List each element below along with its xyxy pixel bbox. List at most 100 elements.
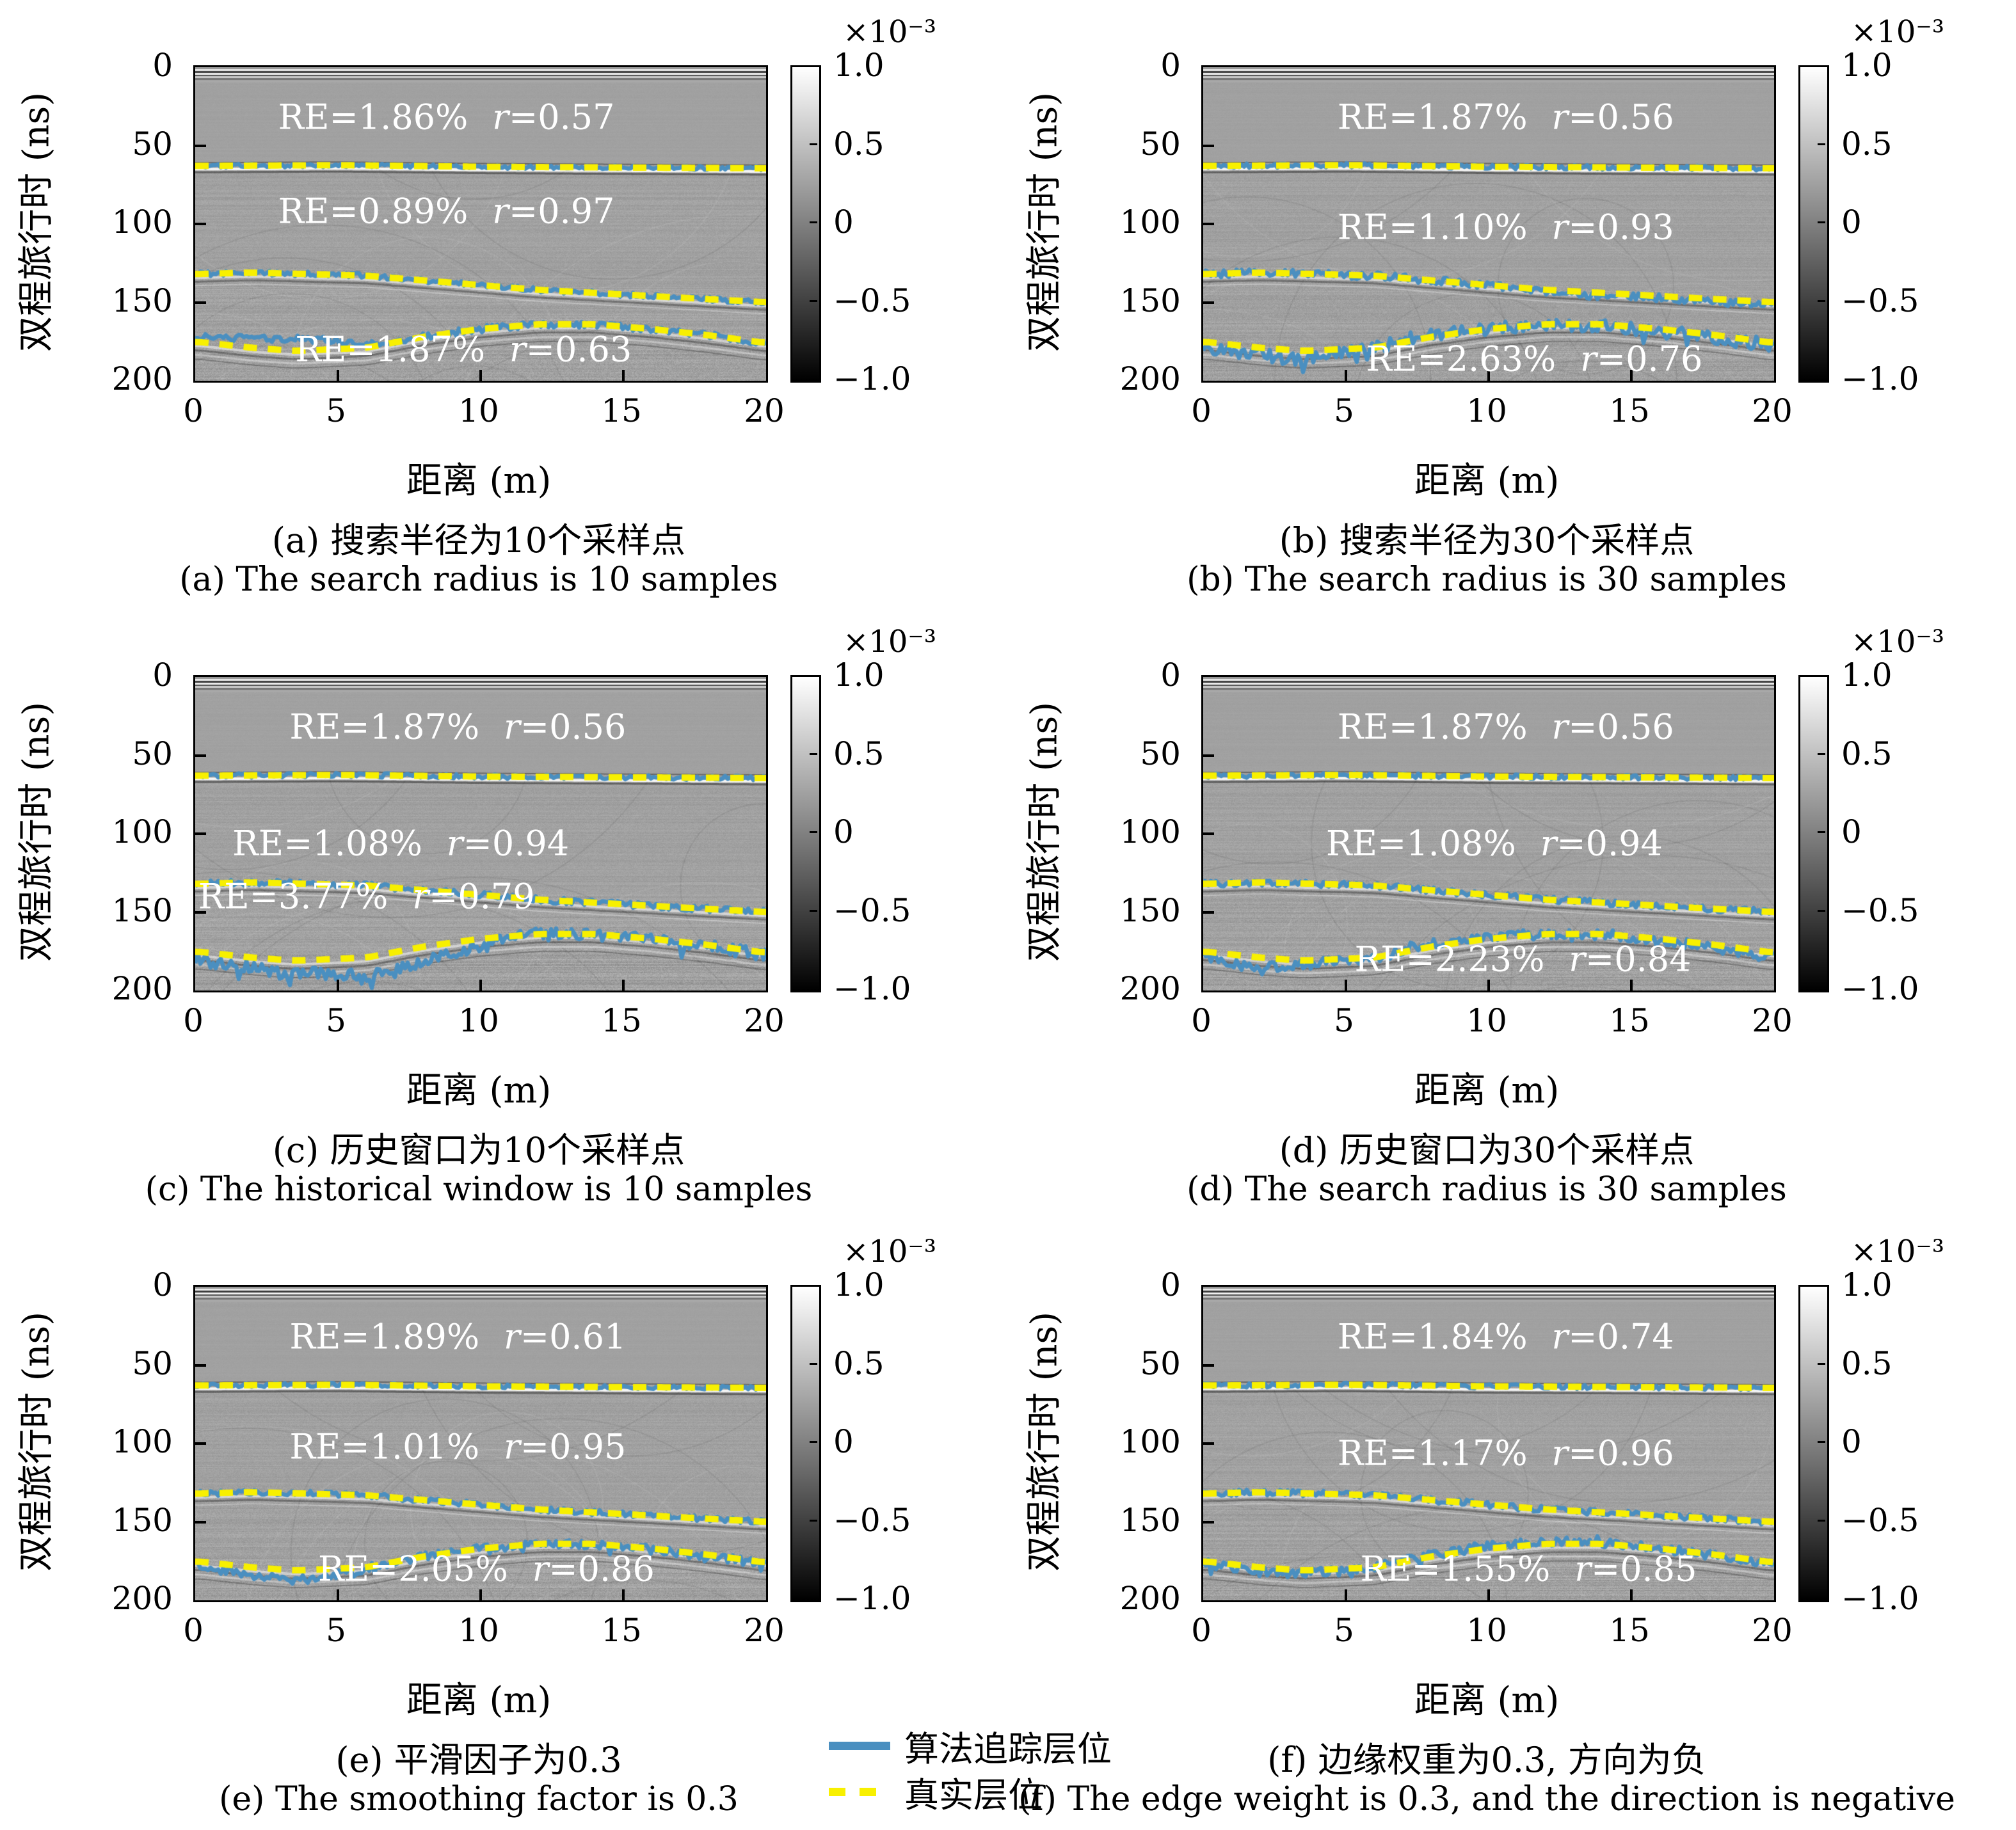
colorbar bbox=[790, 65, 821, 383]
legend-swatch-tracked-line bbox=[829, 1741, 890, 1750]
metric-annotation-h3: RE=2.23% r=0.84 bbox=[1355, 939, 1692, 980]
metric-r-value: =0.79 bbox=[429, 876, 535, 917]
y-tick-label: 0 bbox=[152, 47, 173, 84]
y-tick-mark bbox=[1203, 1364, 1214, 1367]
metric-r-symbol: r bbox=[1540, 823, 1557, 864]
panel-e: 双程旅行时 (ns) 0 50 100 150 200 RE=1.89% r=0.61 RE=1… bbox=[0, 1220, 1008, 1829]
bscan-plot: RE=1.87% r=0.56 RE=1.08% r=0.94 RE=3.77% r=0.… bbox=[193, 675, 768, 992]
x-axis-label: 距离 (m) bbox=[406, 1070, 552, 1111]
metric-r-symbol: r bbox=[1551, 1316, 1569, 1357]
metric-r-symbol: r bbox=[1569, 939, 1586, 980]
x-tick-label: 0 bbox=[183, 392, 204, 429]
y-tick-mark bbox=[1203, 223, 1214, 225]
metric-r-value: =0.56 bbox=[1568, 97, 1674, 138]
metric-r-symbol: r bbox=[492, 191, 509, 232]
y-tick-label: 100 bbox=[1119, 203, 1181, 241]
y-tick-label: 200 bbox=[1119, 970, 1181, 1007]
y-axis-label: 双程旅行时 (ns) bbox=[1023, 92, 1066, 353]
y-tick-label: 50 bbox=[132, 125, 173, 163]
x-tick-label: 15 bbox=[601, 392, 642, 429]
metric-annotation-h1: RE=1.84% r=0.74 bbox=[1338, 1317, 1674, 1357]
y-tick-label: 150 bbox=[111, 282, 173, 319]
x-tick-mark bbox=[1345, 370, 1347, 381]
x-tick-label: 20 bbox=[1752, 392, 1793, 429]
metric-r-value: =0.95 bbox=[520, 1426, 627, 1467]
colorbar-tick-mark bbox=[810, 221, 817, 223]
metric-r-symbol: r bbox=[492, 97, 509, 138]
metric-annotation-h1: RE=1.87% r=0.56 bbox=[1338, 97, 1674, 138]
y-tick-label: 0 bbox=[1160, 47, 1181, 84]
colorbar-title: ×10⁻³ bbox=[1851, 14, 1944, 50]
metric-r-value: =0.57 bbox=[508, 97, 615, 138]
y-tick-mark bbox=[195, 1364, 206, 1367]
metric-r-symbol: r bbox=[1551, 207, 1569, 248]
bscan-plot: RE=1.87% r=0.56 RE=1.08% r=0.94 RE=2.23% r=0.… bbox=[1201, 675, 1776, 992]
colorbar-tick-label: −0.5 bbox=[833, 891, 911, 929]
metric-annotation-h1: RE=1.86% r=0.57 bbox=[278, 97, 614, 138]
colorbar-tick-label: 1.0 bbox=[1841, 656, 1892, 694]
bscan-canvas bbox=[195, 677, 766, 991]
bscan-canvas bbox=[1203, 677, 1774, 991]
bscan-plot: RE=1.84% r=0.74 RE=1.17% r=0.96 RE=1.55% r=0.… bbox=[1201, 1285, 1776, 1602]
x-tick-label: 15 bbox=[601, 1612, 642, 1649]
y-axis-label: 双程旅行时 (ns) bbox=[15, 1311, 58, 1572]
y-tick-mark bbox=[1203, 301, 1214, 304]
metric-annotation-h1: RE=1.87% r=0.56 bbox=[289, 707, 626, 747]
metric-re-value: RE=3.77% bbox=[198, 876, 388, 917]
panel-b: 双程旅行时 (ns) 0 50 100 150 200 RE=1.87% r=0.56 RE=1… bbox=[1008, 0, 2016, 610]
colorbar-tick-label: −0.5 bbox=[833, 1501, 911, 1539]
y-tick-mark bbox=[195, 832, 206, 835]
metric-r-symbol: r bbox=[503, 1426, 520, 1467]
x-tick-label: 5 bbox=[326, 392, 346, 429]
x-tick-label: 15 bbox=[1609, 1002, 1650, 1039]
colorbar-tick-mark bbox=[1818, 909, 1825, 912]
colorbar-tick-label: −1.0 bbox=[1841, 360, 1919, 397]
colorbar-tick-label: 0 bbox=[833, 203, 854, 241]
y-tick-mark bbox=[1203, 1520, 1214, 1524]
panel-a: 双程旅行时 (ns) 0 50 100 150 200 RE=1.86% r=0.57 RE=0… bbox=[0, 0, 1008, 610]
colorbar-tick-mark bbox=[810, 143, 817, 145]
colorbar-tick-mark bbox=[1818, 1362, 1825, 1365]
y-tick-label: 0 bbox=[152, 1266, 173, 1303]
colorbar-tick-mark bbox=[810, 1441, 817, 1443]
y-tick-mark bbox=[1203, 754, 1214, 757]
x-axis-label: 距离 (m) bbox=[406, 1680, 552, 1721]
y-tick-label: 150 bbox=[1119, 1501, 1181, 1539]
y-tick-label: 0 bbox=[152, 656, 173, 694]
caption-en: (d) The search radius is 30 samples bbox=[1187, 1170, 1787, 1209]
colorbar-tick-mark bbox=[810, 1362, 817, 1365]
metric-r-value: =0.97 bbox=[508, 191, 615, 232]
colorbar-tick-label: 1.0 bbox=[1841, 1266, 1892, 1303]
x-axis-label: 距离 (m) bbox=[1414, 460, 1560, 502]
metric-r-symbol: r bbox=[1580, 338, 1597, 379]
x-tick-label: 10 bbox=[1466, 392, 1507, 429]
y-tick-label: 200 bbox=[111, 360, 173, 397]
x-tick-label: 5 bbox=[1334, 1002, 1354, 1039]
panel-c: 双程旅行时 (ns) 0 50 100 150 200 RE=1.87% r=0.56 RE=1… bbox=[0, 610, 1008, 1220]
metric-r-value: =0.93 bbox=[1568, 207, 1674, 248]
x-tick-mark bbox=[1487, 980, 1490, 991]
caption-zh: (e) 平滑因子为0.3 bbox=[335, 1740, 622, 1780]
metric-re-value: RE=1.89% bbox=[289, 1316, 480, 1357]
y-axis-label: 双程旅行时 (ns) bbox=[1023, 1311, 1066, 1572]
y-tick-label: 200 bbox=[111, 970, 173, 1007]
legend: 算法追踪层位 真实层位 bbox=[829, 1723, 1112, 1815]
colorbar-tick-mark bbox=[1818, 831, 1825, 833]
x-axis-label: 距离 (m) bbox=[1414, 1070, 1560, 1111]
y-tick-mark bbox=[195, 1520, 206, 1524]
y-tick-label: 200 bbox=[1119, 360, 1181, 397]
legend-item-tracked: 算法追踪层位 bbox=[829, 1723, 1112, 1769]
metric-re-value: RE=1.87% bbox=[289, 706, 480, 747]
y-tick-mark bbox=[1203, 144, 1214, 147]
legend-label-tracked: 算法追踪层位 bbox=[904, 1728, 1112, 1769]
legend-swatch-true-line bbox=[829, 1787, 890, 1796]
y-tick-label: 200 bbox=[1119, 1580, 1181, 1617]
caption-zh: (c) 历史窗口为10个采样点 bbox=[272, 1130, 685, 1170]
colorbar-tick-mark bbox=[1818, 299, 1825, 302]
colorbar-tick-label: 0 bbox=[833, 1423, 854, 1460]
caption-zh: (f) 边缘权重为0.3, 方向为负 bbox=[1267, 1740, 1706, 1780]
colorbar-tick-mark bbox=[1818, 1441, 1825, 1443]
y-tick-label: 150 bbox=[111, 1501, 173, 1539]
x-axis-label: 距离 (m) bbox=[1414, 1680, 1560, 1721]
y-tick-label: 50 bbox=[1140, 125, 1181, 163]
